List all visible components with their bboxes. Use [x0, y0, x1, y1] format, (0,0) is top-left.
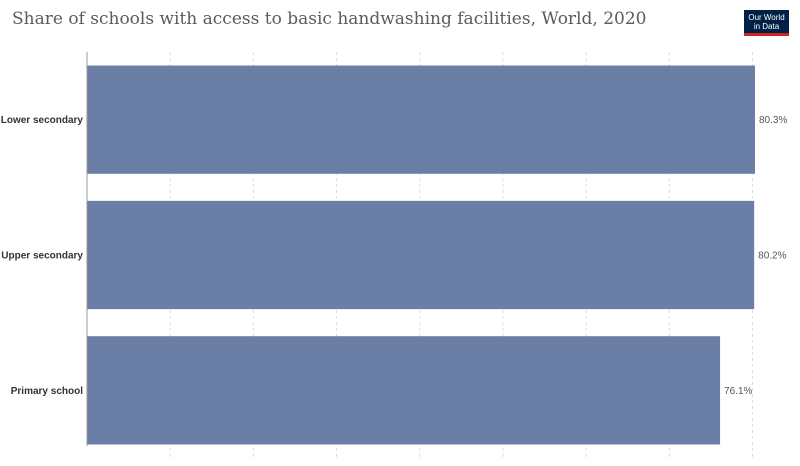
bar[interactable] [87, 336, 721, 445]
category-label: Upper secondary [1, 251, 83, 262]
value-label: 76.1% [724, 386, 752, 397]
owid-logo[interactable]: Our World in Data [744, 10, 789, 36]
bar[interactable] [87, 200, 755, 310]
chart-title: Share of schools with access to basic ha… [12, 9, 647, 29]
value-label: 80.3% [759, 115, 787, 126]
category-label: Primary school [11, 386, 83, 397]
category-label: Lower secondary [1, 115, 84, 126]
logo-line-1: Our World [748, 13, 785, 22]
bar[interactable] [87, 65, 755, 174]
value-label: 80.2% [758, 251, 786, 262]
logo-line-2: in Data [753, 22, 780, 31]
